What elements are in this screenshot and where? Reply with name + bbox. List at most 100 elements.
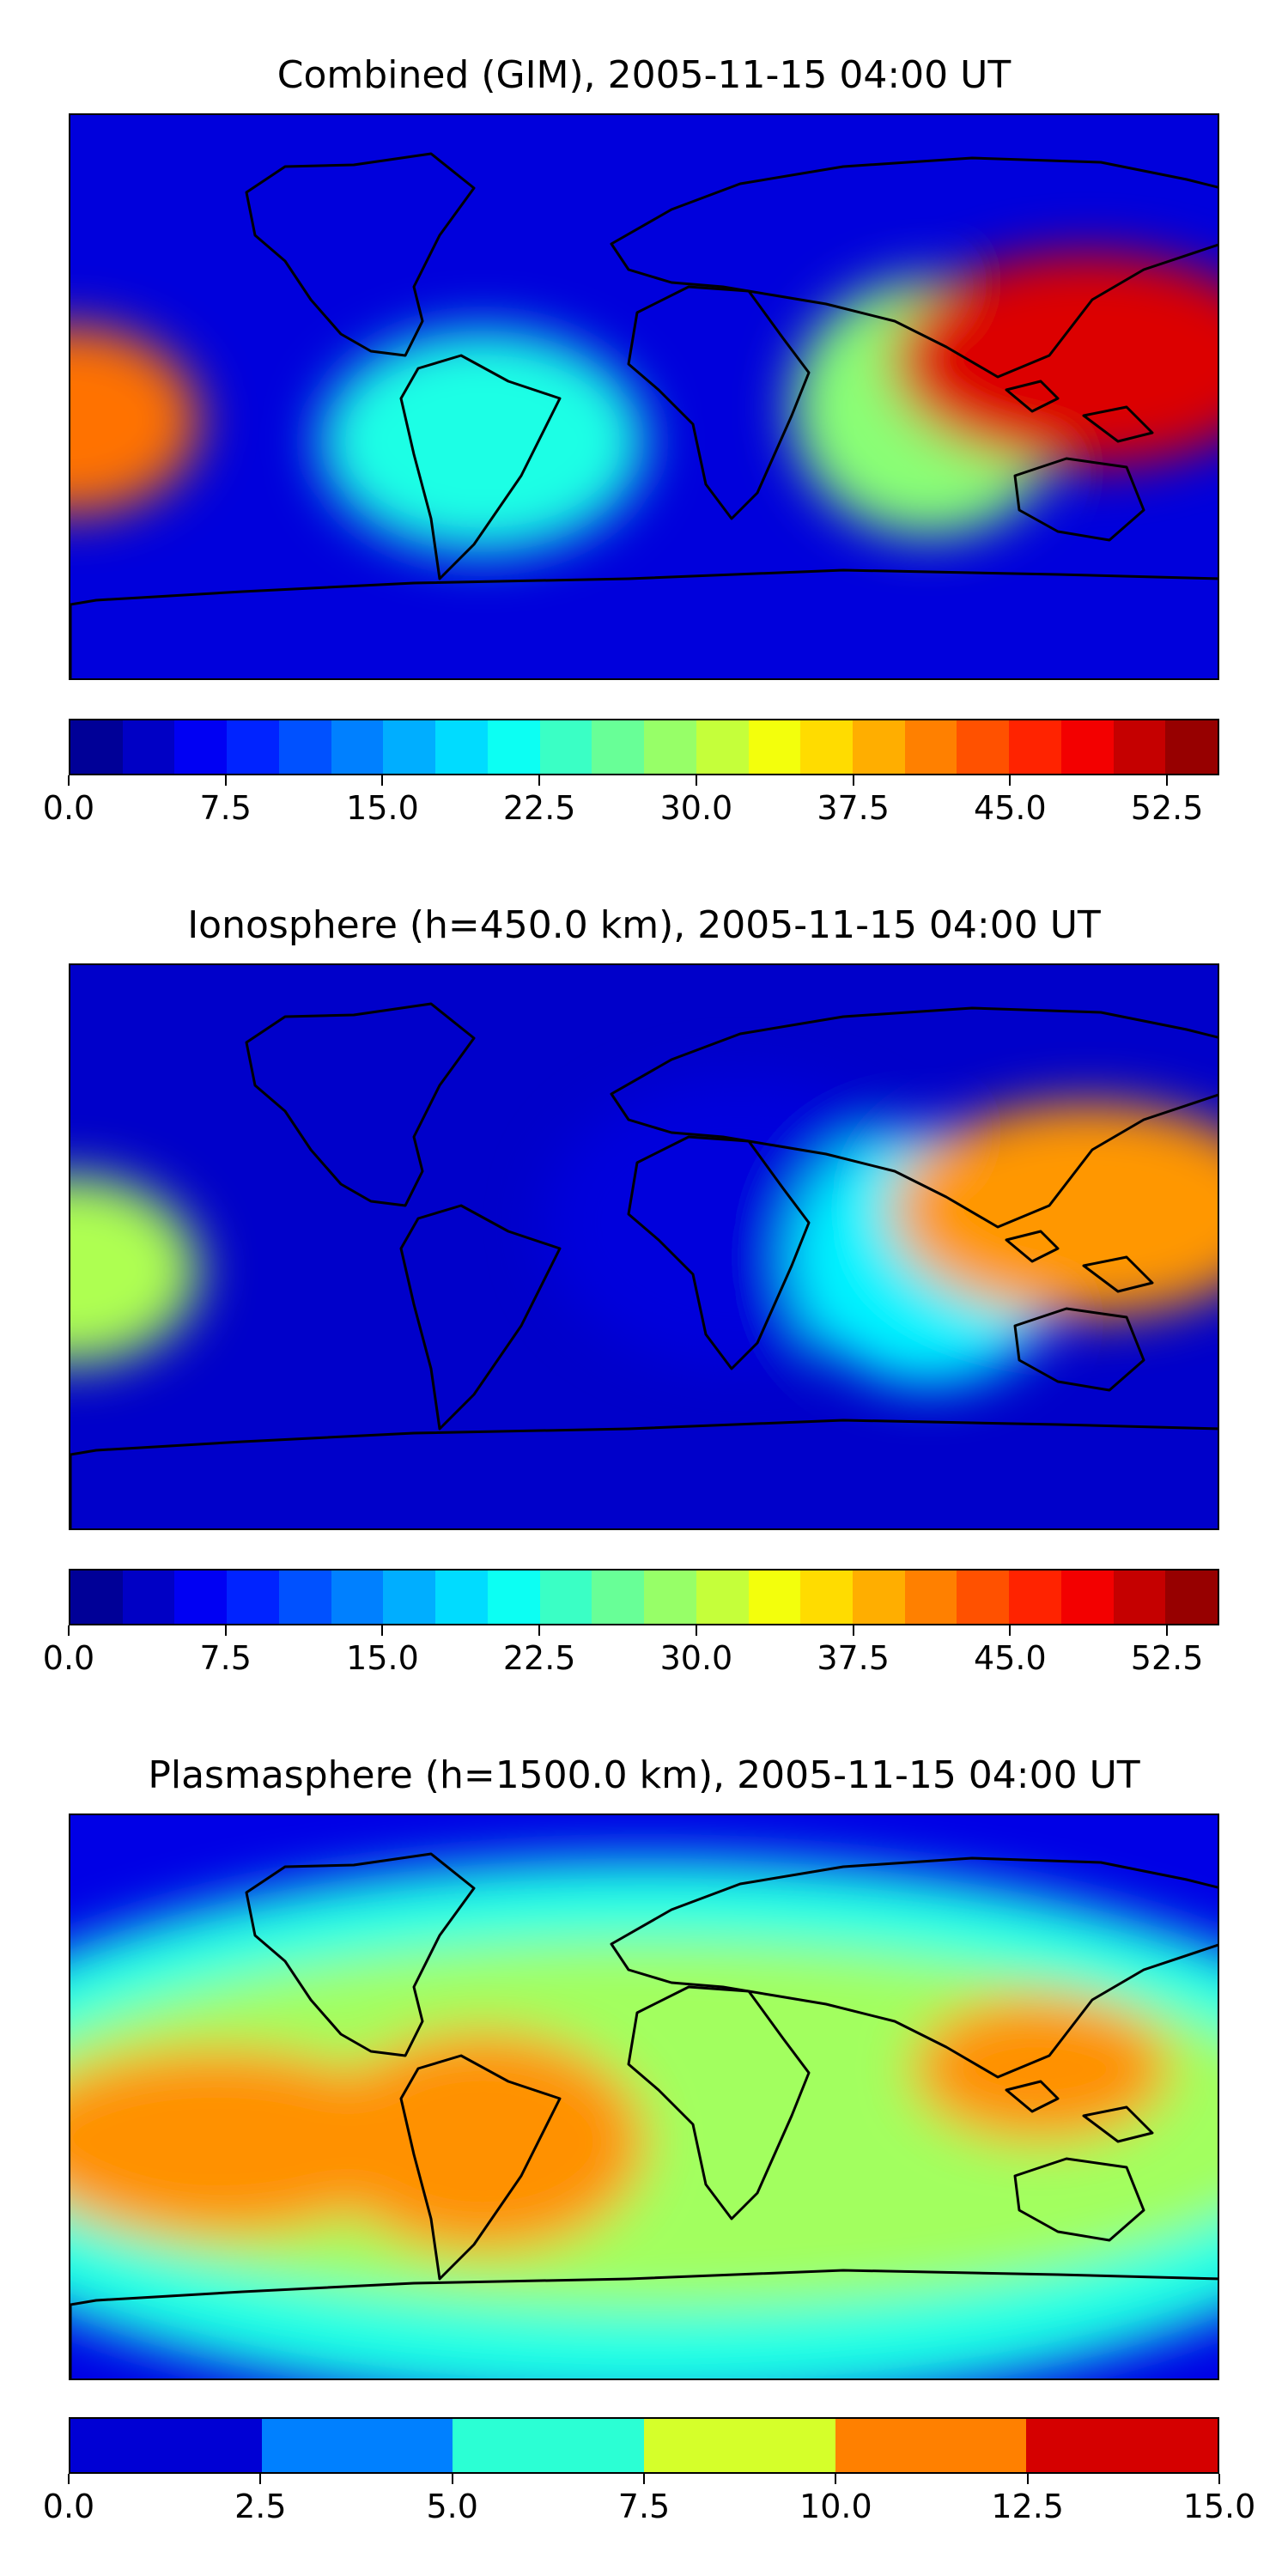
coastline-5 <box>1013 457 1145 542</box>
colorbar-segment <box>70 1571 123 1624</box>
colorbar-segment <box>122 720 175 774</box>
colorbar-segment <box>1113 1571 1166 1624</box>
panel-2-map <box>69 963 1219 1530</box>
colorbar-tick-label: 7.5 <box>617 2488 671 2525</box>
colorbar-tick-label: 0.0 <box>42 2488 95 2525</box>
coastline-4 <box>610 1856 1218 2079</box>
colorbar-tick-label: 12.5 <box>991 2488 1064 2525</box>
coastline-1 <box>245 1852 476 2057</box>
colorbar-segment <box>174 1571 228 1624</box>
colorbar-tick-label: 10.0 <box>799 2488 872 2525</box>
colorbar-tick <box>643 2474 645 2484</box>
colorbar-segment <box>435 720 488 774</box>
colorbar-tick-label: 37.5 <box>817 1639 890 1677</box>
colorbar-segment <box>1165 720 1218 774</box>
colorbar-tick <box>695 775 697 786</box>
colorbar-tick-label: 30.0 <box>659 789 733 827</box>
coastline-1 <box>245 152 476 357</box>
colorbar-tick <box>1166 775 1169 786</box>
coastline-7 <box>1005 2080 1060 2113</box>
colorbar-segment <box>1060 720 1114 774</box>
colorbar-segment <box>70 2419 262 2472</box>
panel-3-colorbar-ticks: 0.0 2.5 5.0 7.5 10.0 12.5 15.0 <box>43 2474 1255 2525</box>
colorbar-tick-label: 7.5 <box>199 789 252 827</box>
colorbar-tick <box>852 1625 854 1636</box>
colorbar-segment <box>1009 1571 1061 1624</box>
colorbar-segment <box>383 720 436 774</box>
colorbar-tick <box>1026 2474 1029 2484</box>
colorbar-tick-label: 15.0 <box>346 789 419 827</box>
colorbar-segment <box>696 720 749 774</box>
colorbar-segment <box>1113 720 1166 774</box>
colorbar-tick-label: 52.5 <box>1130 789 1204 827</box>
colorbar-segment <box>331 720 384 774</box>
field-region-central-pacific-west-edge- <box>70 325 199 514</box>
colorbar-segment <box>800 1571 854 1624</box>
colorbar-tick <box>381 775 384 786</box>
colorbar-segment <box>331 1571 384 1624</box>
coastlines <box>70 1852 1218 2379</box>
panel-2-title: Ionosphere (h=450.0 km), 2005-11-15 04:0… <box>187 903 1101 947</box>
field-region-central-pacific-west-edge- <box>70 1176 199 1364</box>
coastline-5 <box>1013 2157 1145 2242</box>
colorbar-segment <box>1060 1571 1114 1624</box>
colorbar-tick <box>259 2474 262 2484</box>
colorbar-segment <box>1009 720 1061 774</box>
colorbar-segment <box>904 720 957 774</box>
panel-1-map <box>69 113 1219 680</box>
colorbar-segment <box>853 1571 905 1624</box>
panel-3-map <box>69 1814 1219 2380</box>
coastline-2 <box>399 2054 562 2281</box>
colorbar-segment <box>227 720 279 774</box>
colorbar-tick-label: 22.5 <box>502 1639 576 1677</box>
colorbar-segment <box>539 1571 592 1624</box>
panel-2-colorbar <box>69 1569 1219 1625</box>
field-region-southeast-asia <box>912 1996 1170 2142</box>
colorbar-segment <box>904 1571 957 1624</box>
colorbar-tick <box>852 775 854 786</box>
coastline-8 <box>1082 405 1154 443</box>
colorbar-tick-label: 15.0 <box>1182 2488 1256 2525</box>
colorbar-tick <box>1218 2474 1220 2484</box>
colorbar-segment <box>644 720 696 774</box>
field-region-south-america <box>319 330 646 553</box>
panel-1-title: Combined (GIM), 2005-11-15 04:00 UT <box>276 53 1012 97</box>
colorbar-segment <box>70 720 123 774</box>
panel-3-title: Plasmasphere (h=1500.0 km), 2005-11-15 0… <box>148 1753 1140 1797</box>
colorbar-tick-label: 0.0 <box>42 789 95 827</box>
coastline-8 <box>1082 2105 1154 2143</box>
map-svg-2 <box>70 965 1218 1528</box>
colorbar-tick <box>1166 1625 1169 1636</box>
colorbar-tick <box>68 1625 70 1636</box>
panel-1-colorbar-ticks: 0.0 7.5 15.0 22.5 30.0 37.5 45.0 52.5 <box>43 775 1219 827</box>
colorbar-segment <box>1165 1571 1218 1624</box>
colorbar-segment <box>539 720 592 774</box>
colorbar-segment <box>644 1571 696 1624</box>
colorbar-tick <box>538 775 541 786</box>
field-region-southeast-asia-western-pacific <box>890 1103 1218 1317</box>
colorbar-segment <box>835 2419 1027 2472</box>
coastline-6 <box>70 568 1218 678</box>
coastline-4 <box>610 156 1218 379</box>
colorbar-segment <box>1026 2419 1218 2472</box>
colorbar-segment <box>278 1571 331 1624</box>
colorbar-tick-label: 45.0 <box>974 789 1047 827</box>
colorbar-segment <box>592 1571 645 1624</box>
colorbar-tick <box>68 775 70 786</box>
colorbar-tick-label: 52.5 <box>1130 1639 1204 1677</box>
colorbar-tick-label: 15.0 <box>346 1639 419 1677</box>
coastline-2 <box>399 354 562 580</box>
colorbar-segment <box>957 720 1010 774</box>
colorbar-tick <box>835 2474 837 2484</box>
colorbar-tick-label: 37.5 <box>817 789 890 827</box>
colorbar-segment <box>487 720 540 774</box>
coastline-2 <box>399 1204 562 1431</box>
colorbar-tick <box>381 1625 384 1636</box>
coastline-8 <box>1082 1255 1154 1293</box>
panel-1-colorbar <box>69 719 1219 775</box>
panel-2-colorbar-ticks: 0.0 7.5 15.0 22.5 30.0 37.5 45.0 52.5 <box>43 1625 1219 1677</box>
colorbar-segment <box>487 1571 540 1624</box>
coastline-6 <box>70 1419 1218 1528</box>
colorbar-tick-label: 30.0 <box>659 1639 733 1677</box>
panel-3-colorbar <box>69 2417 1219 2474</box>
